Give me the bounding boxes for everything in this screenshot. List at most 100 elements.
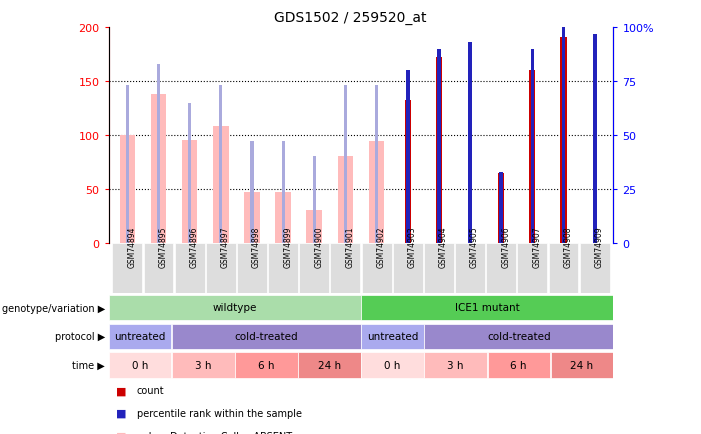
Bar [109, 324, 172, 349]
Bar [529, 71, 536, 243]
Bar [237, 243, 267, 293]
Bar [424, 324, 613, 349]
Text: 3 h: 3 h [195, 360, 212, 370]
Text: wildtype: wildtype [212, 302, 257, 312]
Text: GSM74895: GSM74895 [158, 226, 168, 268]
Bar [244, 193, 260, 243]
Text: value, Detection Call = ABSENT: value, Detection Call = ABSENT [137, 431, 292, 434]
Text: genotype/variation ▶: genotype/variation ▶ [2, 303, 105, 313]
Bar [361, 353, 424, 378]
Text: ICE1 mutant: ICE1 mutant [455, 302, 519, 312]
Bar [487, 353, 550, 378]
Bar [498, 173, 504, 243]
Bar [125, 86, 129, 243]
Text: GSM74900: GSM74900 [314, 226, 323, 268]
Bar [109, 296, 361, 320]
Bar [424, 243, 454, 293]
Bar [112, 243, 142, 293]
Bar [362, 243, 392, 293]
Bar [182, 141, 198, 243]
Text: 6 h: 6 h [258, 360, 275, 370]
Bar [344, 86, 347, 243]
Bar [361, 296, 613, 320]
Bar [172, 324, 361, 349]
Bar [499, 172, 503, 243]
Text: GDS1502 / 259520_at: GDS1502 / 259520_at [274, 11, 427, 25]
Text: protocol ▶: protocol ▶ [55, 332, 105, 342]
Text: untreated: untreated [367, 331, 418, 341]
Bar [468, 43, 472, 243]
Bar [188, 103, 191, 243]
Text: cold-treated: cold-treated [487, 331, 550, 341]
Text: cold-treated: cold-treated [235, 331, 298, 341]
Bar [157, 65, 160, 243]
Bar [560, 38, 566, 243]
Bar [550, 353, 613, 378]
Text: 0 h: 0 h [384, 360, 401, 370]
Bar [531, 50, 534, 243]
Text: count: count [137, 385, 164, 395]
Text: GSM74903: GSM74903 [408, 226, 417, 268]
Bar [406, 71, 409, 243]
Bar [299, 243, 329, 293]
Text: GSM74908: GSM74908 [564, 226, 573, 268]
Bar [404, 101, 411, 243]
Bar [361, 324, 424, 349]
Bar [268, 243, 298, 293]
Text: time ▶: time ▶ [72, 360, 105, 370]
Bar [313, 157, 316, 243]
Text: GSM74901: GSM74901 [346, 226, 355, 268]
Text: GSM74897: GSM74897 [221, 226, 230, 268]
Text: GSM74904: GSM74904 [439, 226, 448, 268]
Bar [517, 243, 547, 293]
Text: GSM74899: GSM74899 [283, 226, 292, 268]
Text: GSM74905: GSM74905 [470, 226, 479, 268]
Bar [120, 135, 135, 243]
Text: ■: ■ [116, 408, 126, 418]
Bar [580, 243, 610, 293]
Bar [282, 142, 285, 243]
Text: 0 h: 0 h [132, 360, 149, 370]
Text: untreated: untreated [114, 331, 166, 341]
Bar [172, 353, 235, 378]
Text: ■: ■ [116, 385, 126, 395]
Bar [436, 58, 442, 243]
Bar [455, 243, 485, 293]
Text: 24 h: 24 h [571, 360, 593, 370]
Bar [338, 157, 353, 243]
Bar [213, 127, 229, 243]
Bar [486, 243, 516, 293]
Bar [369, 142, 384, 243]
Text: GSM74906: GSM74906 [501, 226, 510, 268]
Text: 24 h: 24 h [318, 360, 341, 370]
Bar [175, 243, 205, 293]
Bar [219, 86, 222, 243]
Bar [151, 95, 166, 243]
Bar [330, 243, 360, 293]
Bar [375, 86, 378, 243]
Bar [424, 353, 487, 378]
Bar [549, 243, 578, 293]
Text: 6 h: 6 h [510, 360, 527, 370]
Text: GSM74894: GSM74894 [128, 226, 137, 268]
Bar [593, 35, 597, 243]
Bar [562, 28, 566, 243]
Bar [235, 353, 298, 378]
Text: GSM74909: GSM74909 [594, 226, 604, 268]
Bar [298, 353, 361, 378]
Text: GSM74902: GSM74902 [376, 226, 386, 268]
Bar [275, 193, 291, 243]
Text: 3 h: 3 h [447, 360, 464, 370]
Bar [250, 142, 254, 243]
Bar [306, 211, 322, 243]
Bar [393, 243, 423, 293]
Text: GSM74907: GSM74907 [532, 226, 541, 268]
Text: percentile rank within the sample: percentile rank within the sample [137, 408, 301, 418]
Bar [109, 353, 172, 378]
Bar [206, 243, 236, 293]
Bar [144, 243, 173, 293]
Text: GSM74898: GSM74898 [252, 227, 261, 268]
Text: ■: ■ [116, 431, 126, 434]
Bar [437, 50, 441, 243]
Text: GSM74896: GSM74896 [190, 226, 198, 268]
